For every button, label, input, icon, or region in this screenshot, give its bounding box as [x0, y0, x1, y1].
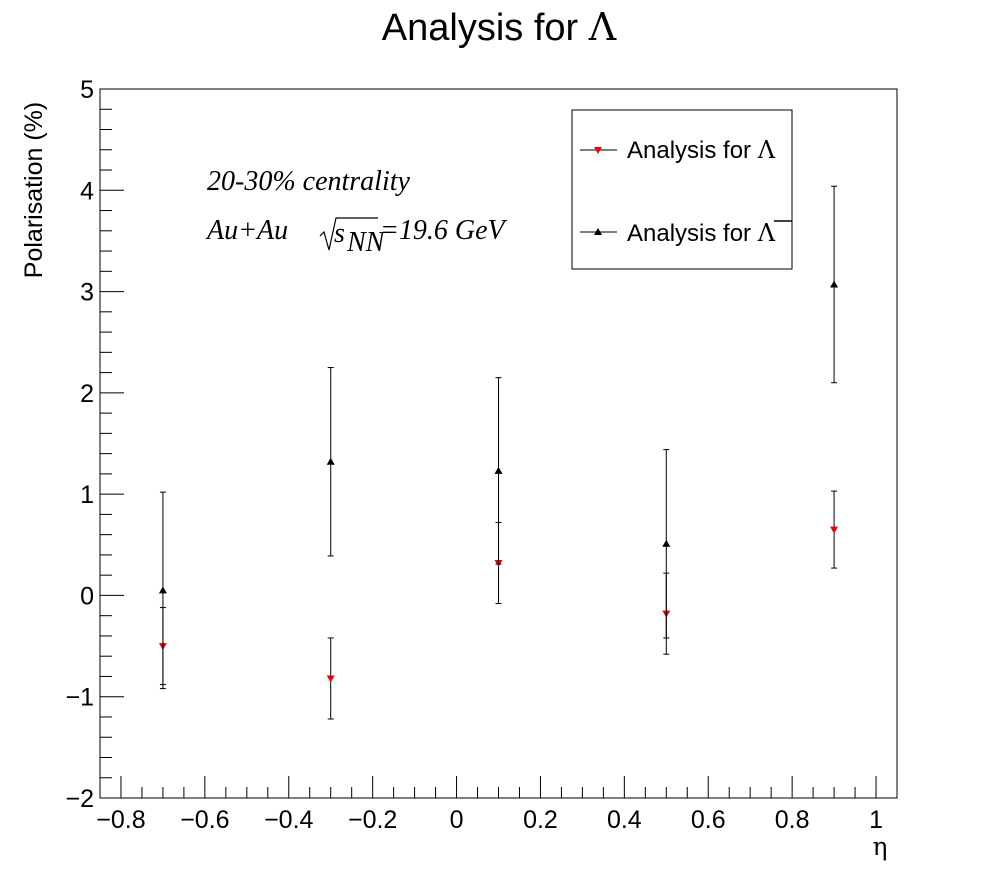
legend-box — [571, 109, 793, 270]
sqrt-subscript: NN — [346, 227, 386, 258]
legend-label-lambda-symbol: Λ — [757, 136, 776, 164]
x-tick-label: 0 — [450, 806, 464, 834]
series-1 — [158, 185, 839, 690]
series-layer — [158, 185, 839, 720]
data-point — [326, 457, 335, 465]
y-tick-label: 2 — [80, 380, 94, 408]
x-axis-title: η — [873, 832, 888, 861]
y-tick-label: 3 — [80, 279, 94, 307]
y-tick-label: −1 — [65, 684, 94, 712]
legend: Analysis for Λ Analysis for Λ — [571, 109, 793, 270]
legend-label-antilambda-symbol: Λ — [757, 219, 776, 247]
x-tick-label: −0.6 — [180, 806, 229, 834]
legend-label-antilambda-prefix: Analysis for — [627, 220, 758, 247]
y-tick-label: 4 — [80, 177, 94, 205]
data-point — [494, 466, 503, 474]
x-tick-label: 0.6 — [691, 806, 726, 834]
x-tick-label: 0.2 — [523, 806, 558, 834]
y-axis: −2 −1 0 1 2 3 4 5 — [65, 76, 124, 813]
sqrt-snn-symbol: s NN — [319, 217, 386, 258]
y-tick-label: 1 — [80, 481, 94, 509]
x-axis: −0.8 −0.6 −0.4 −0.2 0 0.2 0.4 0.6 0.8 1 — [96, 776, 898, 834]
chart-title-prefix: Analysis for — [382, 7, 589, 49]
y-axis-title: Polarisation (%) — [20, 102, 48, 278]
y-tick-label: 5 — [80, 76, 94, 104]
data-point — [830, 280, 839, 288]
data-point — [158, 586, 167, 594]
data-point — [830, 526, 839, 534]
sqrt-radical — [319, 217, 378, 251]
legend-label-lambda-prefix: Analysis for — [627, 137, 758, 164]
collision-system-label: Au+Au — [205, 215, 288, 246]
x-tick-label: −0.8 — [96, 806, 145, 834]
x-tick-label: 0.8 — [775, 806, 810, 834]
chart-title: Analysis for Λ — [382, 5, 617, 49]
x-tick-label: −0.2 — [348, 806, 397, 834]
y-tick-label: 0 — [80, 582, 94, 610]
chart-title-symbol: Λ — [588, 5, 617, 49]
data-point — [326, 675, 335, 683]
x-tick-label: 0.4 — [607, 806, 642, 834]
legend-label-antilambda: Analysis for Λ — [627, 219, 776, 247]
energy-annotation: =19.6 GeV — [380, 215, 508, 246]
legend-marker-lambda — [594, 147, 602, 154]
centrality-annotation: 20-30% centrality — [207, 166, 411, 197]
data-point — [662, 539, 671, 547]
sqrt-variable: s — [334, 218, 345, 249]
legend-label-lambda: Analysis for Λ — [627, 136, 776, 164]
x-tick-label: −0.4 — [264, 806, 313, 834]
legend-marker-antilambda — [594, 228, 602, 235]
x-tick-label: 1 — [869, 806, 883, 834]
y-tick-label: −2 — [65, 785, 94, 813]
